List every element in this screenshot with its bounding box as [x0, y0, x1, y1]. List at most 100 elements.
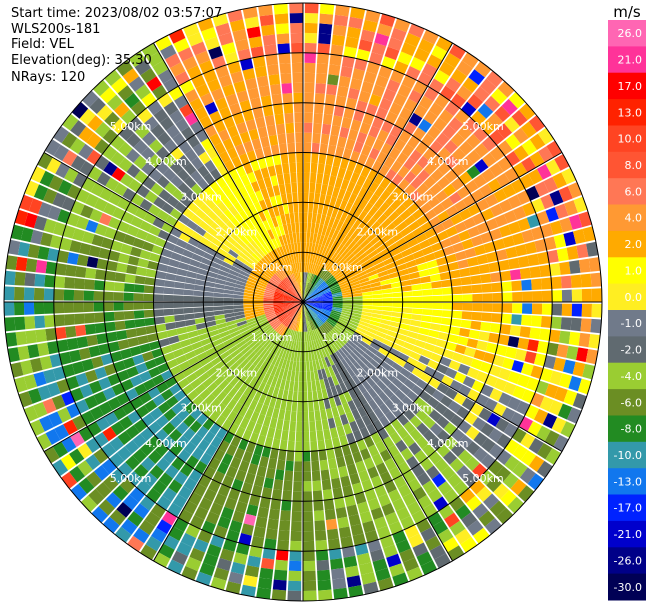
- ray-gate: [340, 262, 350, 271]
- ray-gate: [376, 151, 388, 164]
- ray-gate: [332, 296, 343, 299]
- ray-gate: [482, 293, 493, 302]
- ray-gate: [252, 107, 264, 119]
- ray-gate: [385, 181, 398, 194]
- ray-gate: [470, 275, 482, 285]
- ray-gate: [274, 113, 285, 125]
- ray-gate: [296, 232, 300, 243]
- ray-gate: [337, 136, 347, 148]
- ray-gate: [392, 292, 403, 298]
- ray-gate: [315, 233, 322, 245]
- ray-gate: [362, 178, 373, 190]
- ray-gate: [246, 26, 261, 39]
- ray-gate: [287, 243, 293, 254]
- ray-gate: [309, 273, 314, 284]
- ray-gate: [303, 172, 310, 183]
- ray-gate: [388, 211, 400, 222]
- ray-gate: [343, 46, 357, 59]
- ray-gate: [397, 84, 412, 98]
- colorbar-tick-label: 8.0: [625, 159, 643, 172]
- ray-gate: [496, 173, 511, 188]
- ray-gate: [342, 299, 353, 302]
- ray-gate: [335, 209, 344, 221]
- ray-gate: [371, 160, 383, 173]
- ray-gate: [352, 299, 363, 302]
- ray-gate: [461, 101, 477, 117]
- ray-gate: [519, 267, 531, 280]
- ray-gate: [368, 93, 382, 107]
- ray-gate: [331, 289, 342, 295]
- ray-gate: [435, 132, 450, 147]
- ray-gate: [445, 253, 457, 264]
- ray-gate: [388, 147, 401, 160]
- ray-gate: [362, 19, 378, 33]
- ray-gate: [405, 259, 417, 269]
- ray-gate: [290, 253, 295, 264]
- ray-gate: [322, 204, 329, 216]
- ray-gate: [431, 288, 443, 296]
- ray-gate: [521, 156, 536, 173]
- ray-gate: [359, 239, 370, 249]
- ray-gate: [392, 232, 404, 243]
- ray-gate: [215, 22, 231, 37]
- ray-gate: [321, 123, 332, 135]
- ray-gate: [540, 223, 554, 238]
- ray-gate: [337, 277, 348, 284]
- ray-gate: [400, 279, 412, 287]
- ray-gate: [521, 121, 537, 138]
- ray-gate: [385, 168, 397, 182]
- ray-gate: [356, 270, 367, 278]
- ray-gate: [536, 164, 552, 180]
- ray-gate: [366, 270, 378, 277]
- ray-gate: [578, 211, 592, 228]
- ray-gate: [308, 242, 313, 253]
- ray-gate: [409, 149, 423, 163]
- ray-gate: [330, 165, 340, 177]
- ray-gate: [396, 221, 408, 232]
- ray-gate: [297, 172, 303, 183]
- ray-gate: [420, 221, 433, 233]
- colorbar-tick-label: -4.0: [621, 370, 642, 383]
- ray-gate: [289, 162, 297, 174]
- ray-gate: [333, 105, 345, 117]
- ray-gate: [423, 110, 438, 125]
- ray-gate: [277, 204, 285, 216]
- ray-gate: [334, 197, 343, 209]
- ray-gate: [317, 53, 329, 65]
- ray-gate: [353, 264, 364, 273]
- ray-gate: [410, 277, 422, 285]
- ray-gate: [239, 99, 252, 112]
- ray-gate: [398, 268, 409, 277]
- ray-gate: [314, 103, 324, 114]
- ray-gate: [299, 222, 303, 233]
- velocity-rays: [4, 3, 602, 601]
- ray-gate: [346, 272, 357, 280]
- ray-gate: [432, 203, 446, 216]
- ray-gate: [282, 163, 290, 174]
- ray-gate: [280, 153, 289, 165]
- ray-gate: [437, 176, 451, 190]
- ray-gate: [325, 248, 333, 259]
- ray-gate: [286, 223, 293, 234]
- ray-gate: [346, 227, 356, 238]
- ray-gate: [296, 283, 300, 293]
- ray-gate: [303, 294, 310, 302]
- ray-gate: [568, 214, 583, 230]
- ray-gate: [560, 275, 572, 289]
- ray-gate: [376, 23, 393, 37]
- ray-gate: [328, 227, 336, 239]
- ray-gate: [551, 276, 562, 289]
- ray-gate: [466, 256, 479, 267]
- ray-gate: [279, 63, 291, 74]
- ray-gate: [476, 198, 490, 212]
- ray-gate: [352, 293, 363, 297]
- ray-gate: [439, 61, 455, 77]
- ray-gate: [347, 275, 358, 282]
- ray-gate: [315, 265, 322, 276]
- ray-gate: [359, 277, 370, 284]
- colorbar-title: m/s: [613, 3, 641, 21]
- ray-gate: [331, 267, 340, 276]
- ray-gate: [303, 142, 312, 153]
- ray-gate: [287, 253, 293, 264]
- ray-gate: [271, 93, 283, 105]
